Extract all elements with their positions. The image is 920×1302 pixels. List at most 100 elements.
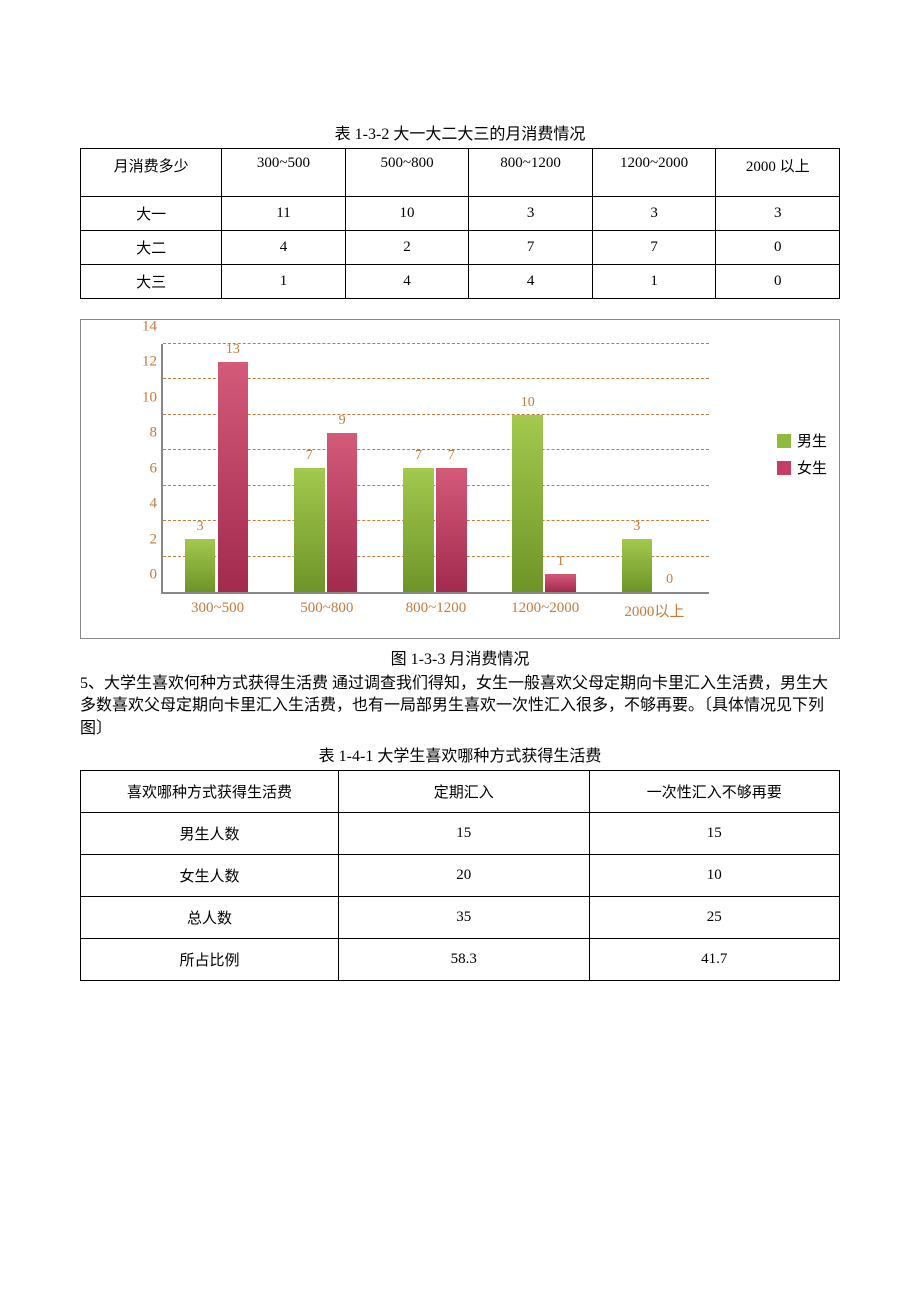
bar-value-label: 7 <box>306 448 313 464</box>
cell: 25 <box>589 897 839 939</box>
cell: 4 <box>469 265 593 299</box>
y-tick-label: 12 <box>129 354 157 371</box>
cell: 10 <box>589 855 839 897</box>
table-row: 所占比例 58.3 41.7 <box>81 939 840 981</box>
table-row: 大三 1 4 4 1 0 <box>81 265 840 299</box>
bar-male: 3 <box>185 539 216 592</box>
bar-female: 9 <box>327 433 358 592</box>
y-tick-label: 2 <box>129 531 157 548</box>
legend-item-female: 女生 <box>777 457 827 478</box>
legend-swatch-female-icon <box>777 461 791 475</box>
paragraph-5: 5、大学生喜欢何种方式获得生活费 通过调查我们得知，女生一般喜欢父母定期向卡里汇… <box>80 673 840 740</box>
bar-value-label: 0 <box>666 572 673 588</box>
legend-label-female: 女生 <box>797 457 827 478</box>
chart-plot: 02468101214313300~50079500~80077800~1200… <box>161 344 709 594</box>
bar-value-label: 7 <box>448 448 455 464</box>
category-group: 302000以上 <box>600 344 709 592</box>
cell: 女生人数 <box>81 855 339 897</box>
legend-label-male: 男生 <box>797 430 827 451</box>
y-tick-label: 4 <box>129 496 157 513</box>
cell: 大一 <box>81 197 222 231</box>
table1-h0: 月消费多少 <box>81 149 222 197</box>
category-group: 313300~500 <box>163 344 272 592</box>
table2-h0: 喜欢哪种方式获得生活费 <box>81 771 339 813</box>
table-row: 女生人数 20 10 <box>81 855 840 897</box>
cell: 7 <box>469 231 593 265</box>
cell: 41.7 <box>589 939 839 981</box>
bar-female: 7 <box>436 468 467 592</box>
table1-h4: 1200~2000 <box>592 149 716 197</box>
cell: 4 <box>222 231 346 265</box>
bar-value-label: 1 <box>557 554 564 570</box>
x-tick-label: 500~800 <box>272 592 381 617</box>
table2-h2: 一次性汇入不够再要 <box>589 771 839 813</box>
bar-chart: 02468101214313300~50079500~80077800~1200… <box>80 319 840 639</box>
cell: 3 <box>469 197 593 231</box>
bar-value-label: 3 <box>633 519 640 535</box>
cell: 4 <box>345 265 469 299</box>
x-tick-label: 2000以上 <box>600 592 709 621</box>
bar-value-label: 3 <box>197 519 204 535</box>
legend-item-male: 男生 <box>777 430 827 451</box>
plot-area: 02468101214313300~50079500~80077800~1200… <box>161 344 709 594</box>
table-row: 总人数 35 25 <box>81 897 840 939</box>
cell: 20 <box>339 855 589 897</box>
table1: 月消费多少 300~500 500~800 800~1200 1200~2000… <box>80 148 840 299</box>
x-tick-label: 1200~2000 <box>491 592 600 617</box>
table-row: 大一 11 10 3 3 3 <box>81 197 840 231</box>
table1-h5: 2000 以上 <box>716 149 840 197</box>
cell: 所占比例 <box>81 939 339 981</box>
category-group: 79500~800 <box>272 344 381 592</box>
bar-male: 3 <box>622 539 653 592</box>
cell: 58.3 <box>339 939 589 981</box>
cell: 35 <box>339 897 589 939</box>
bar-female: 13 <box>218 362 249 592</box>
cell: 0 <box>716 265 840 299</box>
table2: 喜欢哪种方式获得生活费 定期汇入 一次性汇入不够再要 男生人数 15 15 女生… <box>80 770 840 981</box>
chart-caption: 图 1-3-3 月消费情况 <box>80 645 840 669</box>
bar-male: 7 <box>403 468 434 592</box>
cell: 2 <box>345 231 469 265</box>
bar-value-label: 9 <box>339 413 346 429</box>
legend-swatch-male-icon <box>777 434 791 448</box>
y-tick-label: 14 <box>129 319 157 336</box>
cell: 15 <box>339 813 589 855</box>
category-group: 1011200~2000 <box>491 344 600 592</box>
y-tick-label: 10 <box>129 389 157 406</box>
cell: 3 <box>716 197 840 231</box>
table1-title: 表 1-3-2 大一大二大三的月消费情况 <box>80 120 840 144</box>
table-row: 男生人数 15 15 <box>81 813 840 855</box>
bar-value-label: 13 <box>226 342 240 358</box>
table-row: 大二 4 2 7 7 0 <box>81 231 840 265</box>
cell: 总人数 <box>81 897 339 939</box>
y-tick-label: 6 <box>129 460 157 477</box>
cell: 15 <box>589 813 839 855</box>
table-row: 月消费多少 300~500 500~800 800~1200 1200~2000… <box>81 149 840 197</box>
x-tick-label: 300~500 <box>163 592 272 617</box>
bar-value-label: 10 <box>521 395 535 411</box>
bar-female: 1 <box>545 574 576 592</box>
cell: 1 <box>222 265 346 299</box>
cell: 大三 <box>81 265 222 299</box>
bar-male: 7 <box>294 468 325 592</box>
cell: 11 <box>222 197 346 231</box>
table1-h1: 300~500 <box>222 149 346 197</box>
cell: 0 <box>716 231 840 265</box>
y-tick-label: 0 <box>129 567 157 584</box>
cell: 7 <box>592 231 716 265</box>
category-group: 77800~1200 <box>381 344 490 592</box>
table2-h1: 定期汇入 <box>339 771 589 813</box>
x-tick-label: 800~1200 <box>381 592 490 617</box>
cell: 3 <box>592 197 716 231</box>
cell: 大二 <box>81 231 222 265</box>
y-tick-label: 8 <box>129 425 157 442</box>
table1-h2: 500~800 <box>345 149 469 197</box>
cell: 10 <box>345 197 469 231</box>
bar-value-label: 7 <box>415 448 422 464</box>
table-row: 喜欢哪种方式获得生活费 定期汇入 一次性汇入不够再要 <box>81 771 840 813</box>
bar-male: 10 <box>512 415 543 592</box>
chart-legend: 男生 女生 <box>777 430 827 484</box>
cell: 1 <box>592 265 716 299</box>
cell: 男生人数 <box>81 813 339 855</box>
table2-title: 表 1-4-1 大学生喜欢哪种方式获得生活费 <box>80 742 840 766</box>
